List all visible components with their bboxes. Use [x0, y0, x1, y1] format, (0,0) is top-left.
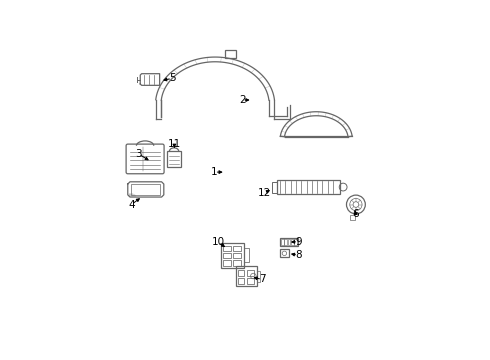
- Bar: [220, 243, 244, 268]
- Text: 12: 12: [258, 188, 271, 198]
- Bar: [244, 248, 249, 262]
- Text: 2: 2: [239, 95, 245, 105]
- Text: 10: 10: [212, 237, 225, 247]
- Bar: [233, 246, 241, 251]
- Text: 6: 6: [352, 209, 359, 219]
- Bar: [238, 270, 245, 276]
- Bar: [288, 239, 290, 245]
- Text: 5: 5: [169, 73, 175, 84]
- Bar: [225, 50, 236, 58]
- Bar: [247, 270, 254, 276]
- Text: 3: 3: [136, 149, 142, 159]
- Text: 8: 8: [295, 250, 301, 260]
- Bar: [233, 260, 241, 266]
- Bar: [277, 180, 340, 194]
- Bar: [247, 278, 254, 284]
- Bar: [223, 246, 231, 251]
- Bar: [223, 253, 231, 258]
- Bar: [223, 260, 231, 266]
- Text: 7: 7: [259, 274, 266, 284]
- Bar: [350, 215, 355, 220]
- Bar: [291, 239, 294, 245]
- Bar: [284, 239, 287, 245]
- Bar: [280, 249, 289, 257]
- Text: 1: 1: [211, 167, 218, 177]
- Text: 11: 11: [168, 139, 181, 149]
- Bar: [272, 181, 277, 193]
- Text: 9: 9: [295, 237, 301, 247]
- Bar: [233, 253, 241, 258]
- Bar: [238, 278, 245, 284]
- Bar: [257, 270, 260, 282]
- Bar: [131, 184, 161, 195]
- Bar: [236, 266, 257, 286]
- Bar: [168, 151, 181, 167]
- Bar: [294, 239, 297, 245]
- Bar: [281, 239, 284, 245]
- Bar: [280, 238, 298, 246]
- Text: 4: 4: [128, 199, 135, 210]
